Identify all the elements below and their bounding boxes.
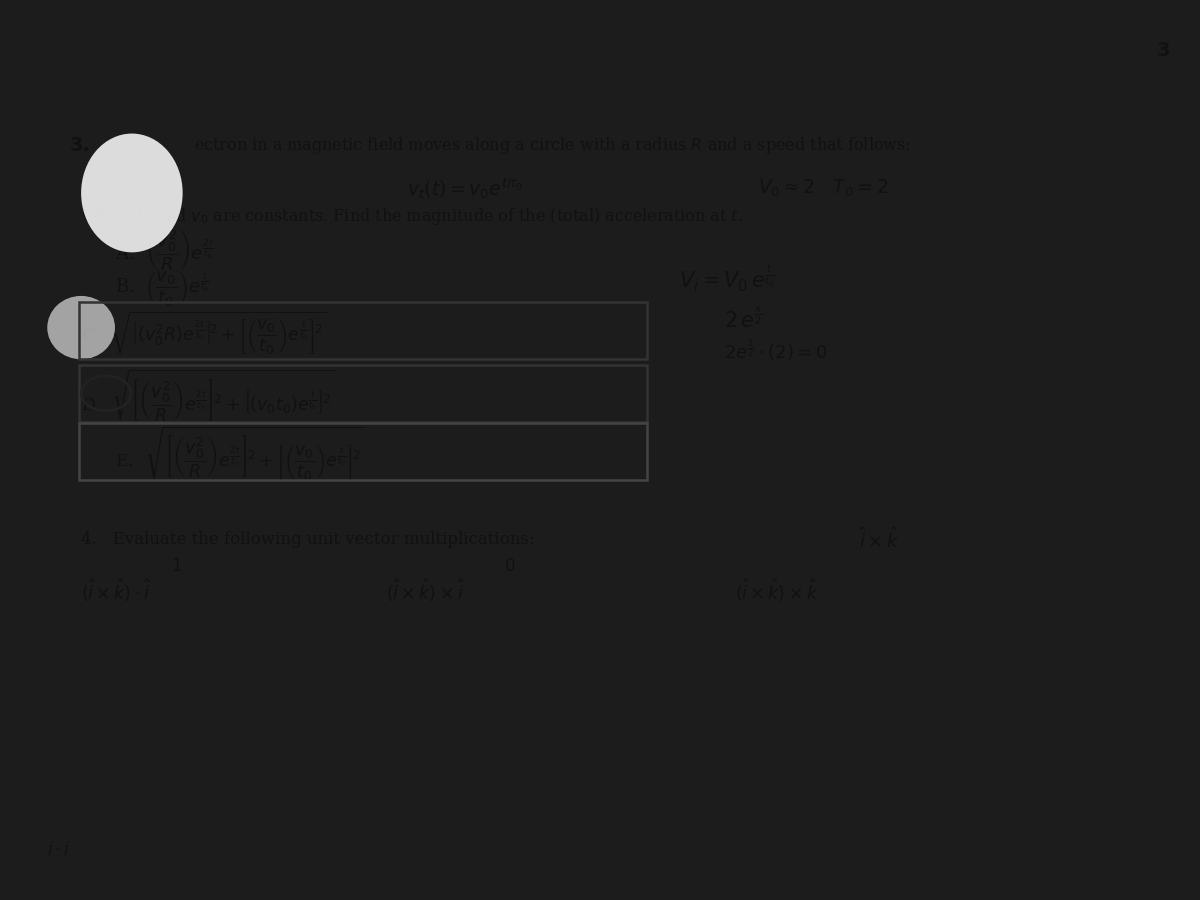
Ellipse shape — [82, 133, 182, 252]
Text: 4.   Evaluate the following unit vector multiplications:: 4. Evaluate the following unit vector mu… — [82, 531, 535, 548]
Text: $(\hat{i}\times\hat{k})\cdot\hat{i}$: $(\hat{i}\times\hat{k})\cdot\hat{i}$ — [82, 577, 151, 604]
Text: ectron in a magnetic field moves along a circle with a radius $R$ and a speed th: ectron in a magnetic field moves along a… — [194, 135, 911, 156]
Text: $i\cdot i$: $i\cdot i$ — [47, 842, 70, 859]
Text: where $t_0$ and $v_0$ are constants. Find the magnitude of the (total) accelerat: where $t_0$ and $v_0$ are constants. Fin… — [82, 206, 743, 227]
Text: $\hat{i}\times\hat{k}$: $\hat{i}\times\hat{k}$ — [859, 527, 900, 553]
Text: C.  $\sqrt{\left[(v_0^2 R)e^{\frac{2t}{t_0}}\right]^{\!2} + \left[\left(\dfrac{v: C. $\sqrt{\left[(v_0^2 R)e^{\frac{2t}{t_… — [82, 310, 326, 356]
Text: $1$: $1$ — [172, 558, 182, 575]
Text: $V_i = V_0\,e^{\frac{t}{t_0}}$: $V_i = V_0\,e^{\frac{t}{t_0}}$ — [679, 264, 775, 293]
Text: D.  $\sqrt{\left[\left(\dfrac{v_0^2}{R}\right)e^{\frac{2t}{t_0}}\right]^{\!2} + : D. $\sqrt{\left[\left(\dfrac{v_0^2}{R}\r… — [82, 367, 336, 424]
Ellipse shape — [47, 296, 115, 359]
Text: $v_t(t) = v_0e^{t/t_0}$: $v_t(t) = v_0e^{t/t_0}$ — [407, 176, 523, 201]
Text: $(\hat{i}\times\hat{k})\times\hat{i}$: $(\hat{i}\times\hat{k})\times\hat{i}$ — [385, 577, 464, 604]
Text: A.  $\left(\dfrac{v_0^2}{R}\right)e^{\frac{2t}{t_0}}$: A. $\left(\dfrac{v_0^2}{R}\right)e^{\fra… — [115, 228, 214, 273]
Text: $(\hat{i}\times\hat{k})\times\hat{k}$: $(\hat{i}\times\hat{k})\times\hat{k}$ — [736, 577, 820, 604]
Text: E.  $\sqrt{\left[\left(\dfrac{v_0^2}{R}\right)e^{\frac{2t}{t_0}}\right]^{\!2} + : E. $\sqrt{\left[\left(\dfrac{v_0^2}{R}\r… — [115, 426, 365, 483]
Text: $V_0\approx 2 \quad T_0=2$: $V_0\approx 2 \quad T_0=2$ — [758, 177, 888, 199]
Text: B.  $\left(\dfrac{v_0}{t_0}\right)e^{\frac{t}{t_0}}$: B. $\left(\dfrac{v_0}{t_0}\right)e^{\fra… — [115, 269, 210, 309]
Text: $2\,e^{\frac{x}{2}}$: $2\,e^{\frac{x}{2}}$ — [724, 307, 763, 332]
Text: $0$: $0$ — [504, 558, 516, 575]
Text: $2e^{\frac{1}{2}}\cdot(2)=0$: $2e^{\frac{1}{2}}\cdot(2)=0$ — [724, 337, 828, 363]
Text: 3: 3 — [1157, 40, 1170, 59]
Text: 3.: 3. — [70, 136, 91, 155]
